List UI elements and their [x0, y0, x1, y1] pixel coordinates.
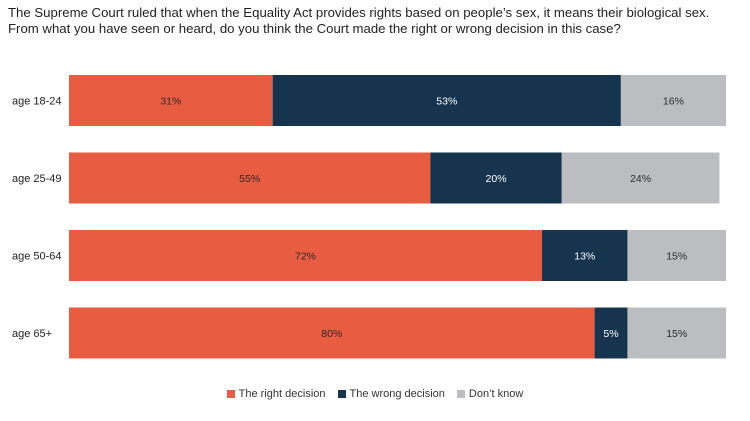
- bar-age-25-49-the-right-decision: [69, 152, 431, 204]
- category-label-age-50-64: age 50-64: [12, 251, 62, 263]
- data-label-age-50-64-don-t-know: 15%: [666, 251, 687, 263]
- data-label-age-18-24-the-wrong-decision: 53%: [436, 96, 457, 108]
- category-label-age-18-24: age 18-24: [12, 96, 62, 108]
- data-label-age-25-49-the-wrong-decision: 20%: [486, 173, 507, 185]
- category-label-age-65: age 65+: [12, 328, 52, 340]
- chart-title-line-2: From what you have seen or heard, do you…: [8, 21, 621, 36]
- legend-item-wrong-decision: The wrong decision: [337, 388, 445, 400]
- bar-age-18-24-the-right-decision: [69, 75, 273, 126]
- bar-age-50-64-the-wrong-decision: [542, 230, 628, 281]
- data-label-age-25-49-don-t-know: 24%: [630, 173, 651, 185]
- legend-item-right-decision: The right decision: [226, 388, 326, 400]
- legend-label-wrong-decision: The wrong decision: [349, 388, 445, 400]
- data-label-age-50-64-the-right-decision: 72%: [295, 251, 316, 263]
- bar-age-50-64-don-t-know: [627, 230, 726, 281]
- chart-title-line-1: The Supreme Court ruled that when the Eq…: [8, 5, 710, 20]
- legend-label-right-decision: The right decision: [238, 388, 326, 400]
- chart-title: The Supreme Court ruled that when the Eq…: [8, 5, 742, 37]
- legend-swatch-right-decision: [226, 390, 235, 398]
- data-label-age-65-the-right-decision: 80%: [321, 328, 342, 340]
- data-label-age-25-49-the-right-decision: 55%: [239, 173, 260, 185]
- legend-swatch-wrong-decision: [337, 390, 346, 398]
- chart-legend: The right decision The wrong decision Do…: [0, 388, 750, 400]
- legend-swatch-dont-know: [456, 390, 465, 398]
- data-label-age-50-64-the-wrong-decision: 13%: [574, 251, 595, 263]
- legend-item-dont-know: Don’t know: [456, 388, 524, 400]
- bar-age-18-24-don-t-know: [620, 75, 726, 126]
- bar-age-50-64-the-right-decision: [69, 230, 543, 281]
- data-label-age-65-the-wrong-decision: 5%: [603, 328, 618, 340]
- bar-age-25-49-don-t-know: [561, 152, 720, 204]
- category-label-age-25-49: age 25-49: [12, 173, 62, 185]
- bar-age-65-the-wrong-decision: [594, 307, 628, 359]
- bar-age-25-49-the-wrong-decision: [430, 152, 562, 204]
- data-label-age-18-24-don-t-know: 16%: [663, 96, 684, 108]
- bar-age-65-the-right-decision: [69, 307, 595, 359]
- bar-age-18-24-the-wrong-decision: [272, 75, 621, 126]
- data-label-age-65-don-t-know: 15%: [666, 328, 687, 340]
- legend-label-dont-know: Don’t know: [468, 388, 524, 400]
- data-label-age-18-24-the-right-decision: 31%: [160, 96, 181, 108]
- bar-age-65-don-t-know: [627, 307, 726, 359]
